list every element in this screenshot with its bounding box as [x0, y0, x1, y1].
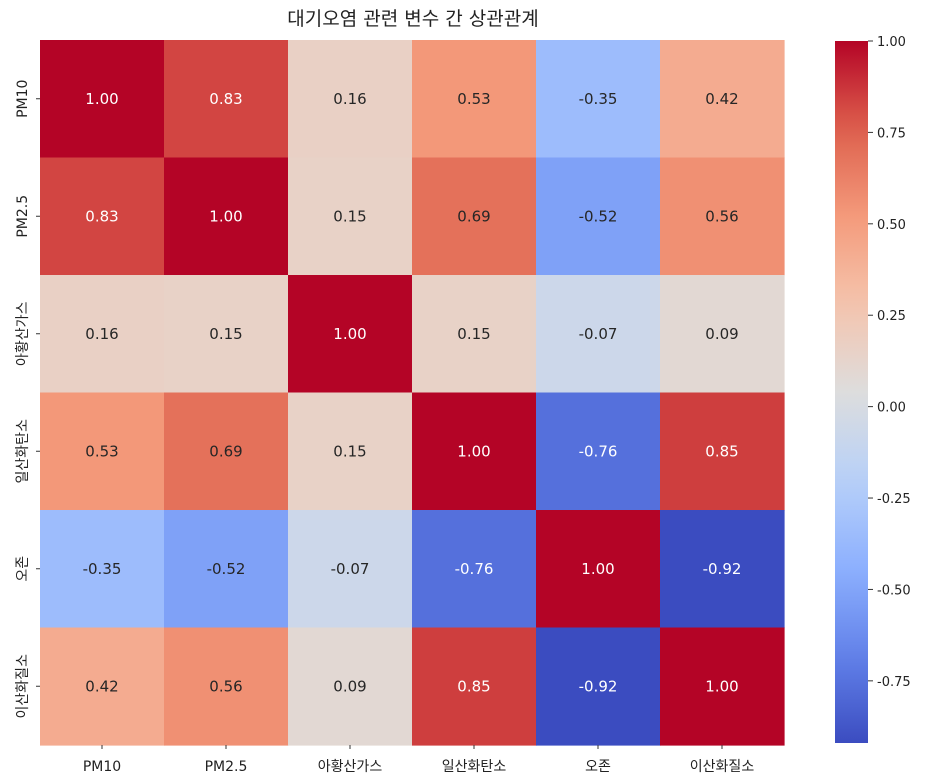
- cell-value-label: 0.09: [333, 677, 366, 695]
- cell-value-label: -0.52: [579, 207, 618, 225]
- heatmap-cell: [164, 275, 289, 394]
- x-tick-label: 이산화질소: [690, 759, 755, 775]
- cell-value-label: 1.00: [333, 325, 366, 343]
- x-tick-label: 아황산가스: [318, 759, 383, 775]
- heatmap-cell: [536, 510, 661, 629]
- heatmap-cell: [288, 627, 413, 746]
- cell-value-label: 0.09: [705, 325, 738, 343]
- heatmap-cell: [40, 40, 165, 159]
- heatmap-cell: [660, 627, 785, 746]
- heatmap-cell: [536, 157, 661, 276]
- cell-value-label: 0.83: [85, 207, 118, 225]
- x-axis-ticks: PM10 PM2.5 아황산가스 일산화탄소 오존 이산화질소: [83, 745, 754, 775]
- cell-value-label: 0.83: [209, 90, 242, 108]
- cell-value-label: -0.07: [331, 560, 370, 578]
- cell-value-label: 0.15: [333, 207, 366, 225]
- heatmap-cell: [40, 510, 165, 629]
- cell-value-label: 1.00: [581, 560, 614, 578]
- cell-value-label: 0.15: [457, 325, 490, 343]
- cell-value-label: 0.56: [209, 677, 242, 695]
- heatmap-cell: [40, 157, 165, 276]
- heatmap-cell: [288, 392, 413, 511]
- cell-value-label: -0.07: [579, 325, 618, 343]
- cell-value-label: 0.56: [705, 207, 738, 225]
- colorbar-tick-label: 0.25: [877, 309, 906, 324]
- y-tick-label: 아황산가스: [15, 301, 31, 366]
- heatmap-cell: [660, 275, 785, 394]
- cell-value-label: 0.85: [457, 677, 490, 695]
- heatmap-cell: [40, 275, 165, 394]
- heatmap-cell: [412, 627, 537, 746]
- colorbar-tick-label: 1.00: [877, 35, 906, 50]
- cell-value-label: 0.53: [85, 442, 118, 460]
- colorbar-tick-label: -0.25: [877, 492, 911, 507]
- heatmap-cell: [536, 40, 661, 159]
- cell-value-label: 0.15: [209, 325, 242, 343]
- colorbar-tick-label: 0.75: [877, 126, 906, 141]
- heatmap-cell: [288, 275, 413, 394]
- cell-value-label: 0.15: [333, 442, 366, 460]
- cell-value-label: -0.52: [207, 560, 246, 578]
- heatmap-cell: [660, 392, 785, 511]
- heatmap-cell: [536, 392, 661, 511]
- cell-value-label: -0.35: [579, 90, 618, 108]
- heatmap-cell: [412, 510, 537, 629]
- cell-value-label: 1.00: [209, 207, 242, 225]
- cell-value-label: 1.00: [457, 442, 490, 460]
- cell-value-label: 0.69: [209, 442, 242, 460]
- colorbar-tick-label: 0.00: [877, 401, 906, 416]
- heatmap-cell: [288, 157, 413, 276]
- heatmap-cell: [536, 627, 661, 746]
- x-tick-label: PM10: [83, 759, 121, 775]
- heatmap-cell: [288, 510, 413, 629]
- cell-value-label: -0.92: [579, 677, 618, 695]
- cell-value-label: 1.00: [705, 677, 738, 695]
- heatmap-cell: [40, 392, 165, 511]
- heatmap-cell: [412, 157, 537, 276]
- colorbar: 1.00 0.75 0.50 0.25 0.00 -0.25 -0.50 -0.75: [835, 35, 911, 743]
- cell-value-label: 0.42: [85, 677, 118, 695]
- heatmap-cell: [660, 40, 785, 159]
- colorbar-bar: [835, 41, 868, 743]
- cell-value-label: -0.35: [83, 560, 122, 578]
- colorbar-tick-label: 0.50: [877, 218, 906, 233]
- chart-title: 대기오염 관련 변수 간 상관관계: [287, 8, 538, 30]
- cell-value-label: 0.69: [457, 207, 490, 225]
- heatmap-cell: [164, 510, 289, 629]
- heatmap-cell: [412, 275, 537, 394]
- y-tick-label: PM10: [15, 80, 31, 118]
- x-tick-label: PM2.5: [205, 759, 248, 775]
- heatmap-cell: [536, 275, 661, 394]
- cell-value-label: 0.16: [333, 90, 366, 108]
- y-tick-label: 일산화탄소: [15, 419, 31, 484]
- cell-value-label: -0.76: [579, 442, 618, 460]
- cell-value-label: -0.76: [455, 560, 494, 578]
- cell-value-label: 0.53: [457, 90, 490, 108]
- heatmap-cell: [164, 40, 289, 159]
- y-tick-label: PM2.5: [15, 195, 31, 238]
- heatmap-cell: [164, 392, 289, 511]
- x-tick-label: 일산화탄소: [442, 759, 507, 775]
- heatmap-cell: [288, 40, 413, 159]
- cell-value-label: 0.85: [705, 442, 738, 460]
- heatmap-cells: 1.00 0.83 0.16 0.53 -0.35 0.42 0.83 1.00 0.15 0.6…: [40, 40, 785, 746]
- cell-value-label: 1.00: [85, 90, 118, 108]
- heatmap-cell: [660, 157, 785, 276]
- y-tick-label: 이산화질소: [15, 654, 31, 719]
- colorbar-tick-label: -0.75: [877, 675, 911, 690]
- y-tick-label: 오존: [15, 556, 31, 582]
- cell-value-label: -0.92: [703, 560, 742, 578]
- heatmap-cell: [40, 627, 165, 746]
- x-tick-label: 오존: [585, 759, 611, 775]
- cell-value-label: 0.42: [705, 90, 738, 108]
- colorbar-tick-label: -0.50: [877, 583, 911, 598]
- cell-value-label: 0.16: [85, 325, 118, 343]
- heatmap-cell: [412, 40, 537, 159]
- heatmap-cell: [660, 510, 785, 629]
- heatmap-cell: [412, 392, 537, 511]
- heatmap-cell: [164, 627, 289, 746]
- heatmap-cell: [164, 157, 289, 276]
